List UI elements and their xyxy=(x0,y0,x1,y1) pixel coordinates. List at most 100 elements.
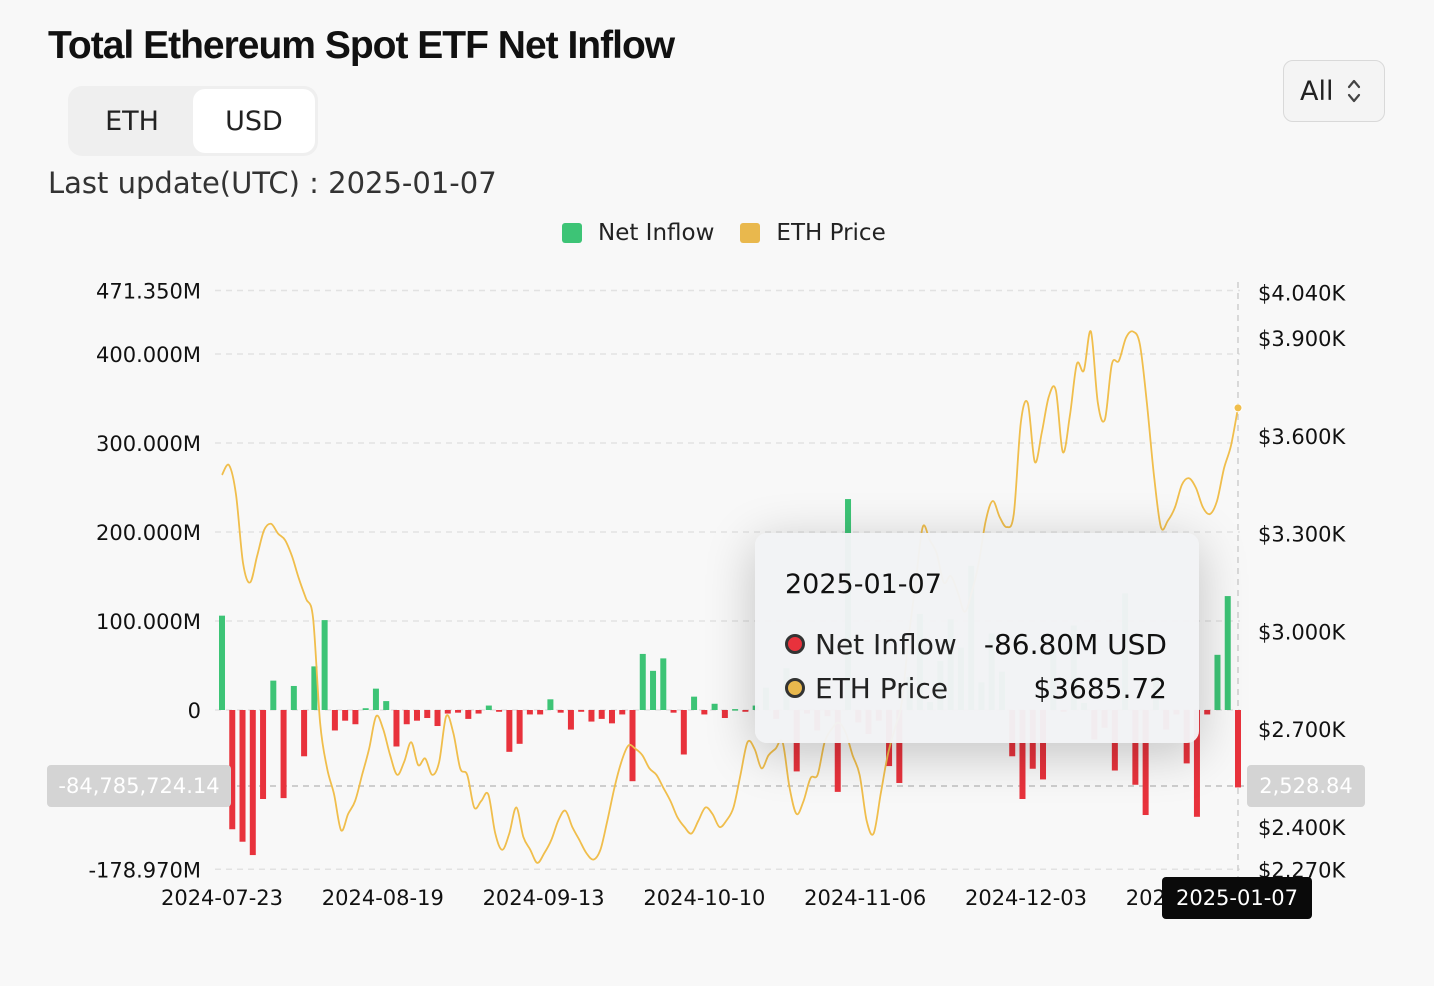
inflow-bar xyxy=(270,680,277,710)
inflow-bar xyxy=(896,710,903,783)
inflow-bar xyxy=(721,710,728,719)
inflow-bar xyxy=(455,710,462,713)
inflow-bar xyxy=(742,710,749,712)
inflow-bar xyxy=(280,710,287,799)
inflow-bar xyxy=(434,710,441,727)
inflow-bar xyxy=(1224,596,1231,710)
page-title: Total Ethereum Spot ETF Net Inflow xyxy=(48,24,675,67)
inflow-bar xyxy=(639,653,646,710)
eth-price-path xyxy=(221,330,1239,864)
inflow-bar xyxy=(598,710,605,719)
left-axis-ticks: 471.350M 400.000M 300.000M 200.000M 100.000M… xyxy=(88,279,201,882)
legend-label-net-inflow: Net Inflow xyxy=(598,220,715,246)
inflow-bar xyxy=(475,710,482,714)
range-select[interactable]: All xyxy=(1283,60,1385,122)
inflow-bar xyxy=(1132,710,1139,785)
inflow-bar xyxy=(465,710,472,719)
toggle-usd[interactable]: USD xyxy=(193,89,315,153)
inflow-bar xyxy=(311,666,318,710)
inflow-bar xyxy=(506,710,513,752)
inflow-bar xyxy=(342,710,349,721)
crosshair-x-label: 2025-01-07 xyxy=(1162,877,1312,919)
x-tick-label: 2024-09-13 xyxy=(483,886,605,910)
eth-price-point xyxy=(1233,403,1243,413)
legend-swatch-eth-price xyxy=(740,223,761,243)
inflow-bar xyxy=(1204,710,1211,715)
legend-label-eth-price: ETH Price xyxy=(776,220,886,246)
eth-price-line xyxy=(221,330,1243,864)
inflow-bar xyxy=(301,710,308,757)
left-tick-label: 200.000M xyxy=(96,521,201,545)
inflow-bar xyxy=(711,703,718,710)
right-tick-label: $2.400K xyxy=(1258,816,1346,840)
x-tick-label: 2024-11-06 xyxy=(804,886,926,910)
inflow-bar xyxy=(701,710,708,715)
tooltip-value: $3685.72 xyxy=(1033,671,1167,705)
inflow-bar xyxy=(650,670,657,710)
tooltip-date: 2025-01-07 xyxy=(785,569,942,600)
chevron-up-down-icon xyxy=(1347,76,1361,106)
inflow-bar xyxy=(691,696,698,710)
inflow-bar xyxy=(557,710,564,713)
unit-toggle: ETH USD xyxy=(68,86,318,156)
left-tick-label: 471.350M xyxy=(96,279,201,303)
legend-item-eth-price[interactable]: ETH Price xyxy=(740,220,886,246)
crosshair-y-right-label: 2,528.84 xyxy=(1247,765,1365,807)
inflow-bar xyxy=(424,710,431,719)
inflow-bar xyxy=(352,710,359,725)
inflow-bar xyxy=(403,710,410,725)
range-select-value: All xyxy=(1300,75,1334,107)
left-tick-label: 100.000M xyxy=(96,610,201,634)
inflow-bar xyxy=(537,710,544,715)
inflow-bar xyxy=(670,710,677,713)
left-tick-label: 400.000M xyxy=(96,343,201,367)
inflow-bar xyxy=(567,710,574,730)
legend-swatch-net-inflow xyxy=(562,223,582,243)
x-tick-label: 2024-12-03 xyxy=(965,886,1087,910)
chart-legend: Net Inflow ETH Price xyxy=(562,220,912,246)
x-axis-ticks: 2024-07-23 2024-08-19 2024-09-13 2024-10-10… xyxy=(161,886,1248,910)
tooltip-row-net-inflow: Net Inflow -86.80M USD xyxy=(785,622,1167,666)
inflow-bar xyxy=(834,710,841,792)
red-dot-icon xyxy=(785,634,805,654)
inflow-bar xyxy=(1019,710,1026,799)
last-update: Last update(UTC) : 2025-01-07 xyxy=(48,166,497,200)
chart-tooltip: 2025-01-07 Net Inflow -86.80M USD ETH Pr… xyxy=(755,533,1199,743)
left-tick-label: 0 xyxy=(188,699,201,723)
left-tick-label: -178.970M xyxy=(88,858,201,882)
inflow-bar xyxy=(260,710,267,799)
inflow-bar xyxy=(516,710,523,744)
inflow-bar xyxy=(413,710,420,721)
right-tick-label: $2.700K xyxy=(1258,718,1346,742)
toggle-eth[interactable]: ETH xyxy=(105,105,159,137)
inflow-bar xyxy=(1142,710,1149,816)
right-tick-label: $3.000K xyxy=(1258,620,1346,644)
inflow-bar xyxy=(680,710,687,755)
inflow-bar xyxy=(485,705,492,710)
inflow-bar xyxy=(219,615,225,710)
inflow-bar xyxy=(526,710,533,715)
inflow-bar xyxy=(331,710,338,731)
legend-item-net-inflow[interactable]: Net Inflow xyxy=(562,220,714,246)
x-tick-label: 2024-07-23 xyxy=(161,886,283,910)
right-tick-label: $3.300K xyxy=(1258,523,1346,547)
inflow-bar xyxy=(547,699,554,710)
inflow-bar xyxy=(608,710,615,724)
inflow-bar xyxy=(578,710,585,712)
inflow-bar xyxy=(1214,654,1221,710)
tooltip-label: ETH Price xyxy=(815,671,949,705)
inflow-bar xyxy=(660,658,667,710)
inflow-bar xyxy=(249,710,256,856)
right-tick-label: $3.900K xyxy=(1258,327,1346,351)
inflow-bar xyxy=(1193,710,1200,817)
inflow-bar xyxy=(496,710,503,712)
inflow-bar xyxy=(1235,710,1241,788)
inflow-bar xyxy=(362,708,369,710)
inflow-bar xyxy=(321,620,328,710)
inflow-bar xyxy=(732,709,739,711)
right-tick-label: $4.040K xyxy=(1258,281,1346,305)
inflow-bar xyxy=(588,710,595,722)
inflow-bar xyxy=(229,710,236,830)
inflow-bar xyxy=(444,710,451,714)
